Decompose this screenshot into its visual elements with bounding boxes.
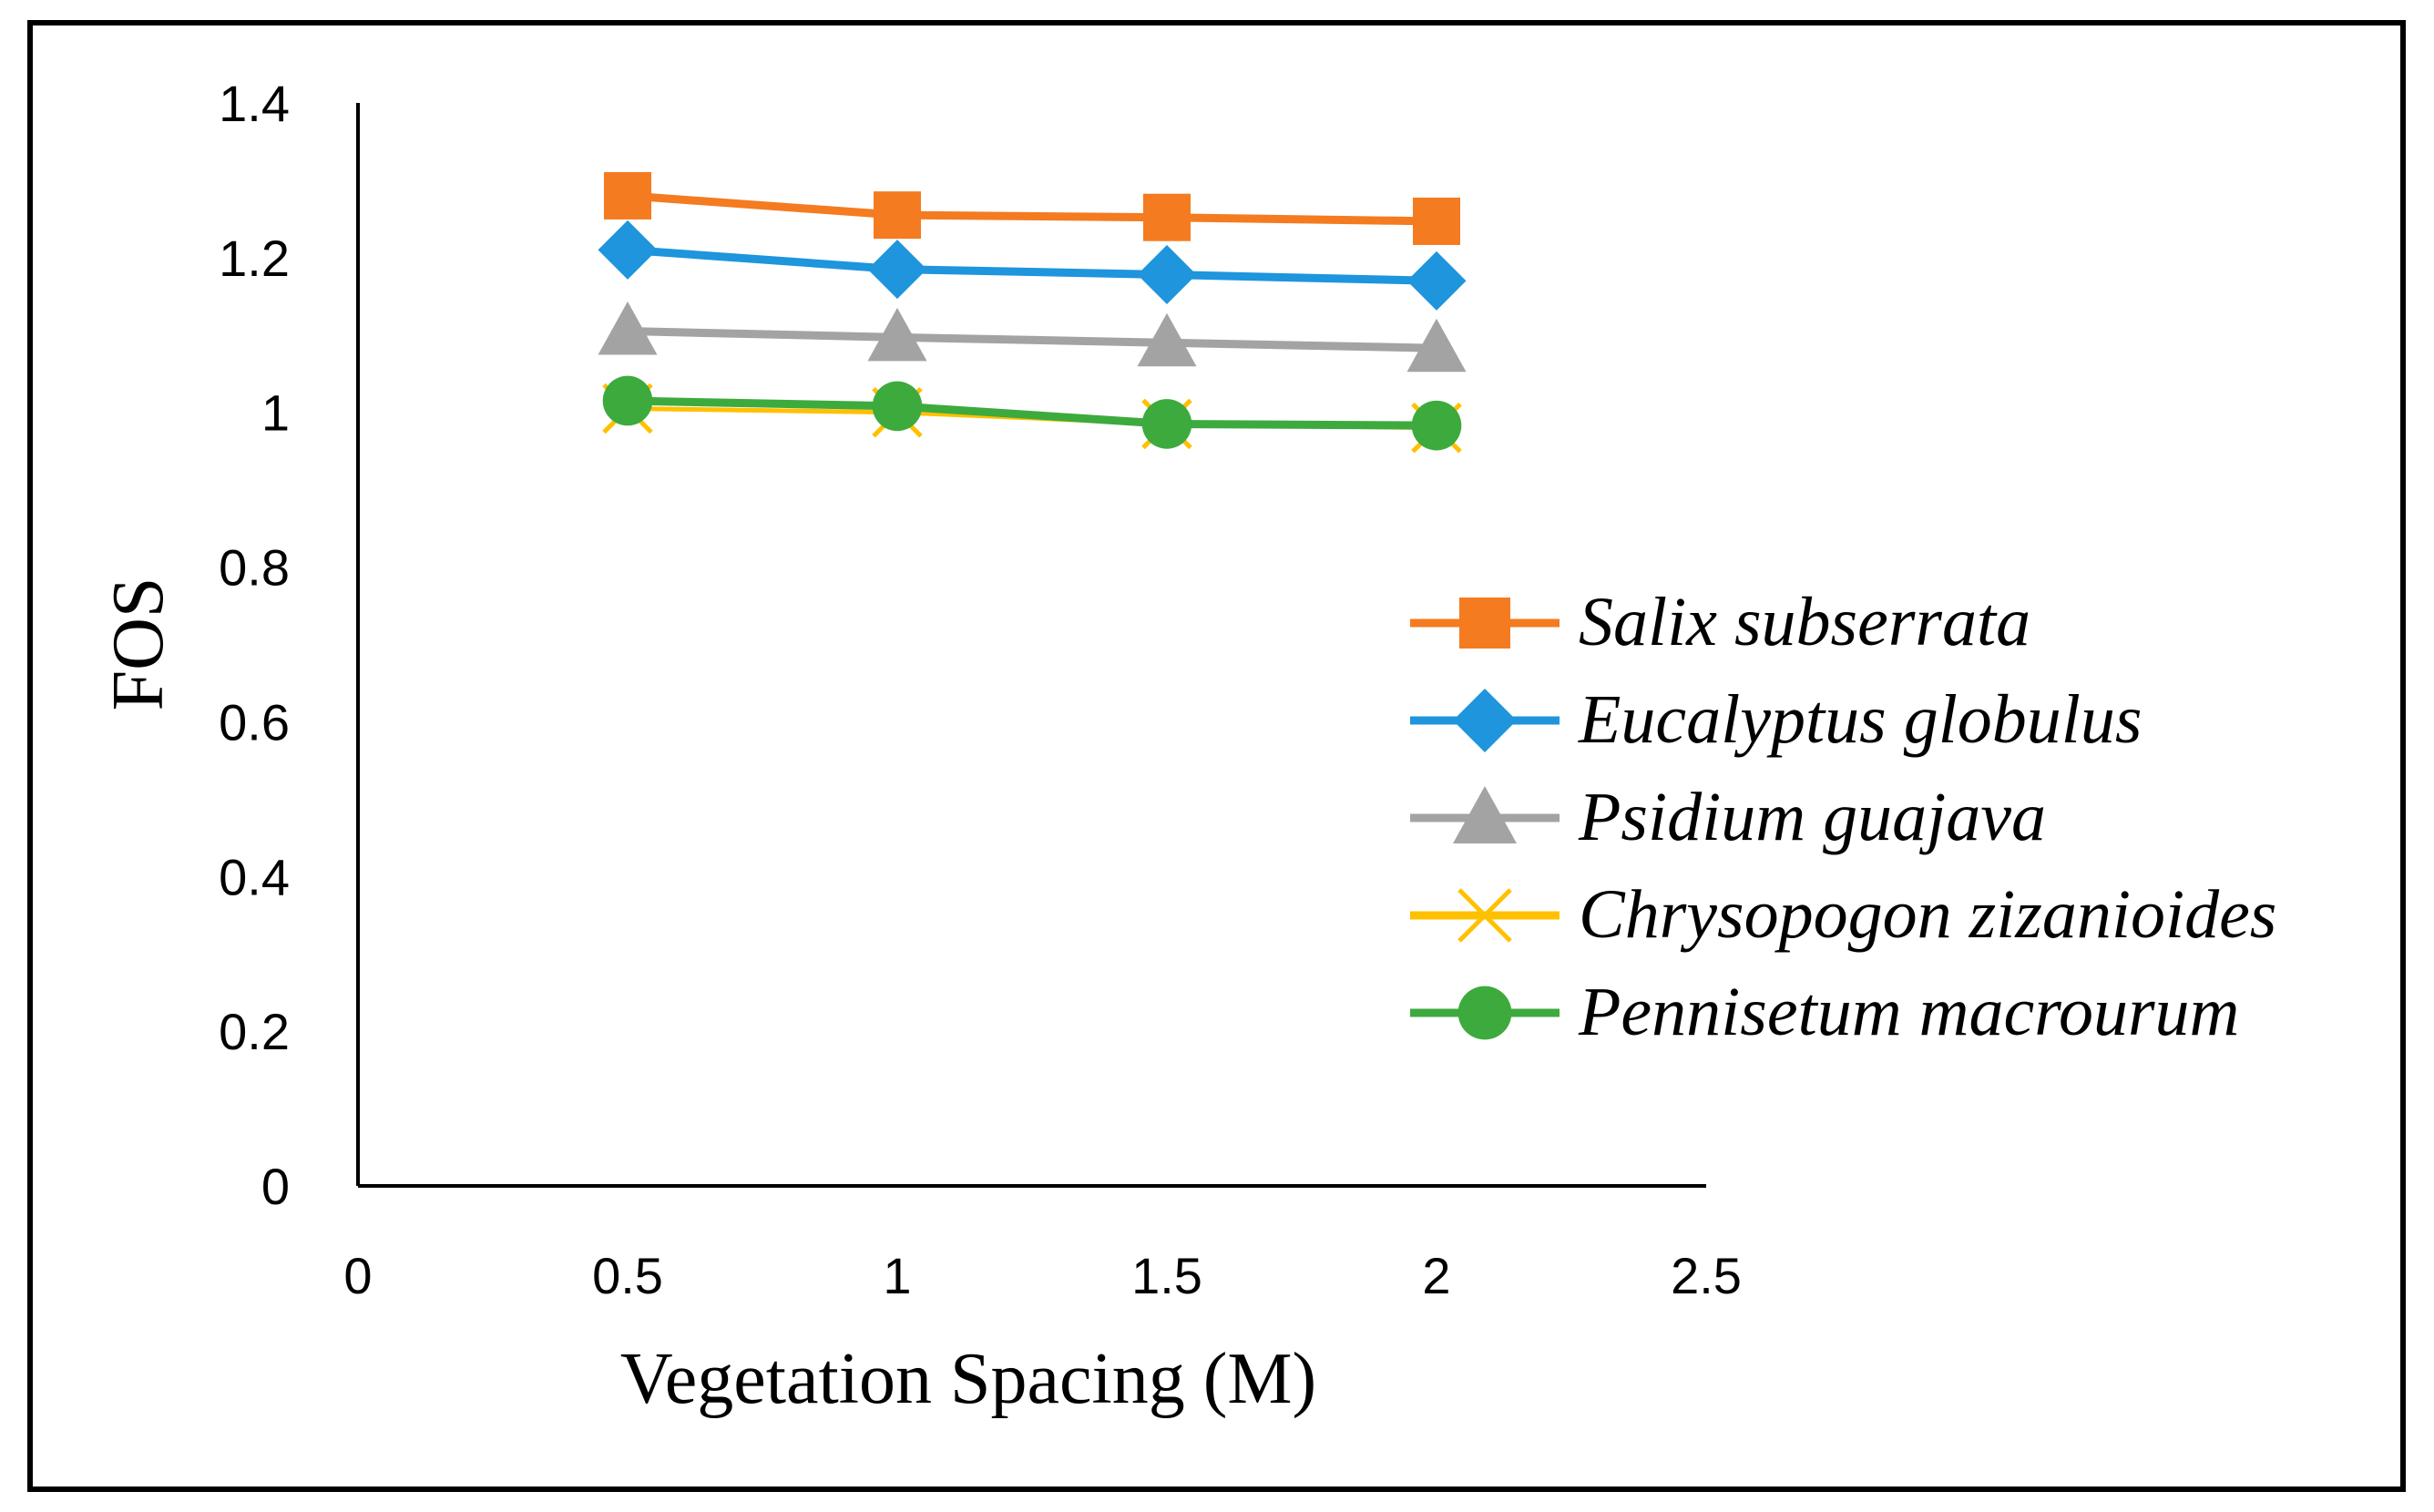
data-point xyxy=(1137,245,1197,305)
data-point xyxy=(1406,318,1467,373)
y-tick-labels: 0 0.2 0.4 0.6 0.8 1 1.2 1.4 xyxy=(219,75,290,1215)
y-tick-label: 1.4 xyxy=(219,75,290,132)
legend-marker xyxy=(1453,689,1517,752)
legend-item: Pennisetum macrourum xyxy=(1410,974,2239,1050)
x-tick-label: 0 xyxy=(343,1247,372,1304)
data-point xyxy=(1143,193,1191,241)
y-tick-label: 0 xyxy=(261,1158,290,1215)
series-line xyxy=(627,396,1437,430)
y-tick-label: 0.4 xyxy=(219,848,290,905)
series-line xyxy=(627,191,1437,226)
data-point xyxy=(1411,400,1462,451)
data-point xyxy=(598,301,658,355)
data-point xyxy=(1406,250,1467,311)
data-point xyxy=(874,191,921,240)
series-layer xyxy=(598,171,1467,454)
legend: Salix subserrata Eucalyptus globulus Psidi… xyxy=(1410,584,2276,1050)
legend-item: Eucalyptus globulus xyxy=(1410,681,2143,758)
x-tick-label: 2.5 xyxy=(1671,1247,1742,1304)
legend-label: Chrysopogon zizanioides xyxy=(1579,876,2276,953)
data-point xyxy=(1137,312,1197,367)
data-point xyxy=(598,220,658,280)
series-salix-subserrata xyxy=(604,171,1460,245)
legend-marker xyxy=(1459,598,1510,649)
legend-item: Salix subserrata xyxy=(1410,584,2030,660)
series-line xyxy=(627,245,1437,285)
y-tick-label: 0.6 xyxy=(219,693,290,751)
series-line xyxy=(627,327,1437,352)
x-tick-label: 1 xyxy=(883,1247,911,1304)
x-tick-label: 2 xyxy=(1422,1247,1450,1304)
y-axis-title: FOS xyxy=(98,577,179,711)
legend-marker xyxy=(1457,986,1512,1040)
legend-item: Psidium guajava xyxy=(1410,779,2046,855)
x-tick-label: 0.5 xyxy=(592,1247,663,1304)
legend-label: Eucalyptus globulus xyxy=(1578,681,2143,758)
data-point xyxy=(872,381,923,432)
data-point xyxy=(602,375,653,426)
legend-label: Psidium guajava xyxy=(1578,779,2046,855)
legend-marker xyxy=(1457,888,1512,943)
legend-label: Salix subserrata xyxy=(1579,584,2030,660)
legend-marker xyxy=(1453,786,1517,843)
y-tick-label: 1 xyxy=(261,384,290,442)
series-eucalyptus-globulus xyxy=(598,220,1467,311)
data-point xyxy=(867,307,927,362)
y-tick-label: 0.8 xyxy=(219,539,290,597)
x-tick-label: 1.5 xyxy=(1131,1247,1202,1304)
legend-item: Chrysopogon zizanioides xyxy=(1410,876,2276,953)
x-axis-title: Vegetation Spacing (M) xyxy=(620,1339,1316,1419)
y-tick-label: 0.2 xyxy=(219,1003,290,1060)
data-point xyxy=(1141,399,1192,449)
series-psidium-guajava xyxy=(598,301,1467,373)
data-point xyxy=(867,240,927,300)
data-point xyxy=(604,171,651,220)
data-point xyxy=(1413,197,1460,245)
legend-label: Pennisetum macrourum xyxy=(1578,974,2239,1050)
series-pennisetum-macrourum xyxy=(602,375,1462,451)
x-tick-labels: 0 0.5 1 1.5 2 2.5 xyxy=(343,1247,1742,1304)
y-tick-label: 1.2 xyxy=(219,230,290,287)
figure-border xyxy=(27,20,2406,1492)
